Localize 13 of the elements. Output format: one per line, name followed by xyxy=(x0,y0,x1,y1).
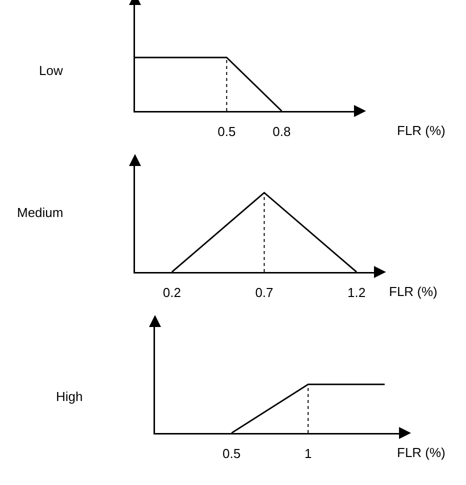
y-axis-title: Medium xyxy=(17,205,64,220)
x-tick-label: 1 xyxy=(304,446,312,462)
x-tick-label: 0.5 xyxy=(218,124,236,140)
y-axis-title: High xyxy=(56,389,83,404)
x-axis-title: FLR (%) xyxy=(397,445,446,460)
x-tick-label: 0.8 xyxy=(272,124,291,140)
y-axis-title: Low xyxy=(39,63,64,78)
x-axis-title: FLR (%) xyxy=(389,284,438,299)
x-axis-title: FLR (%) xyxy=(397,123,446,138)
x-tick-label: 0.7 xyxy=(255,285,274,300)
x-tick-label: 0.5 xyxy=(222,446,241,462)
x-tick-label: 0.2 xyxy=(162,285,181,300)
x-tick-label: 1.2 xyxy=(348,285,366,300)
